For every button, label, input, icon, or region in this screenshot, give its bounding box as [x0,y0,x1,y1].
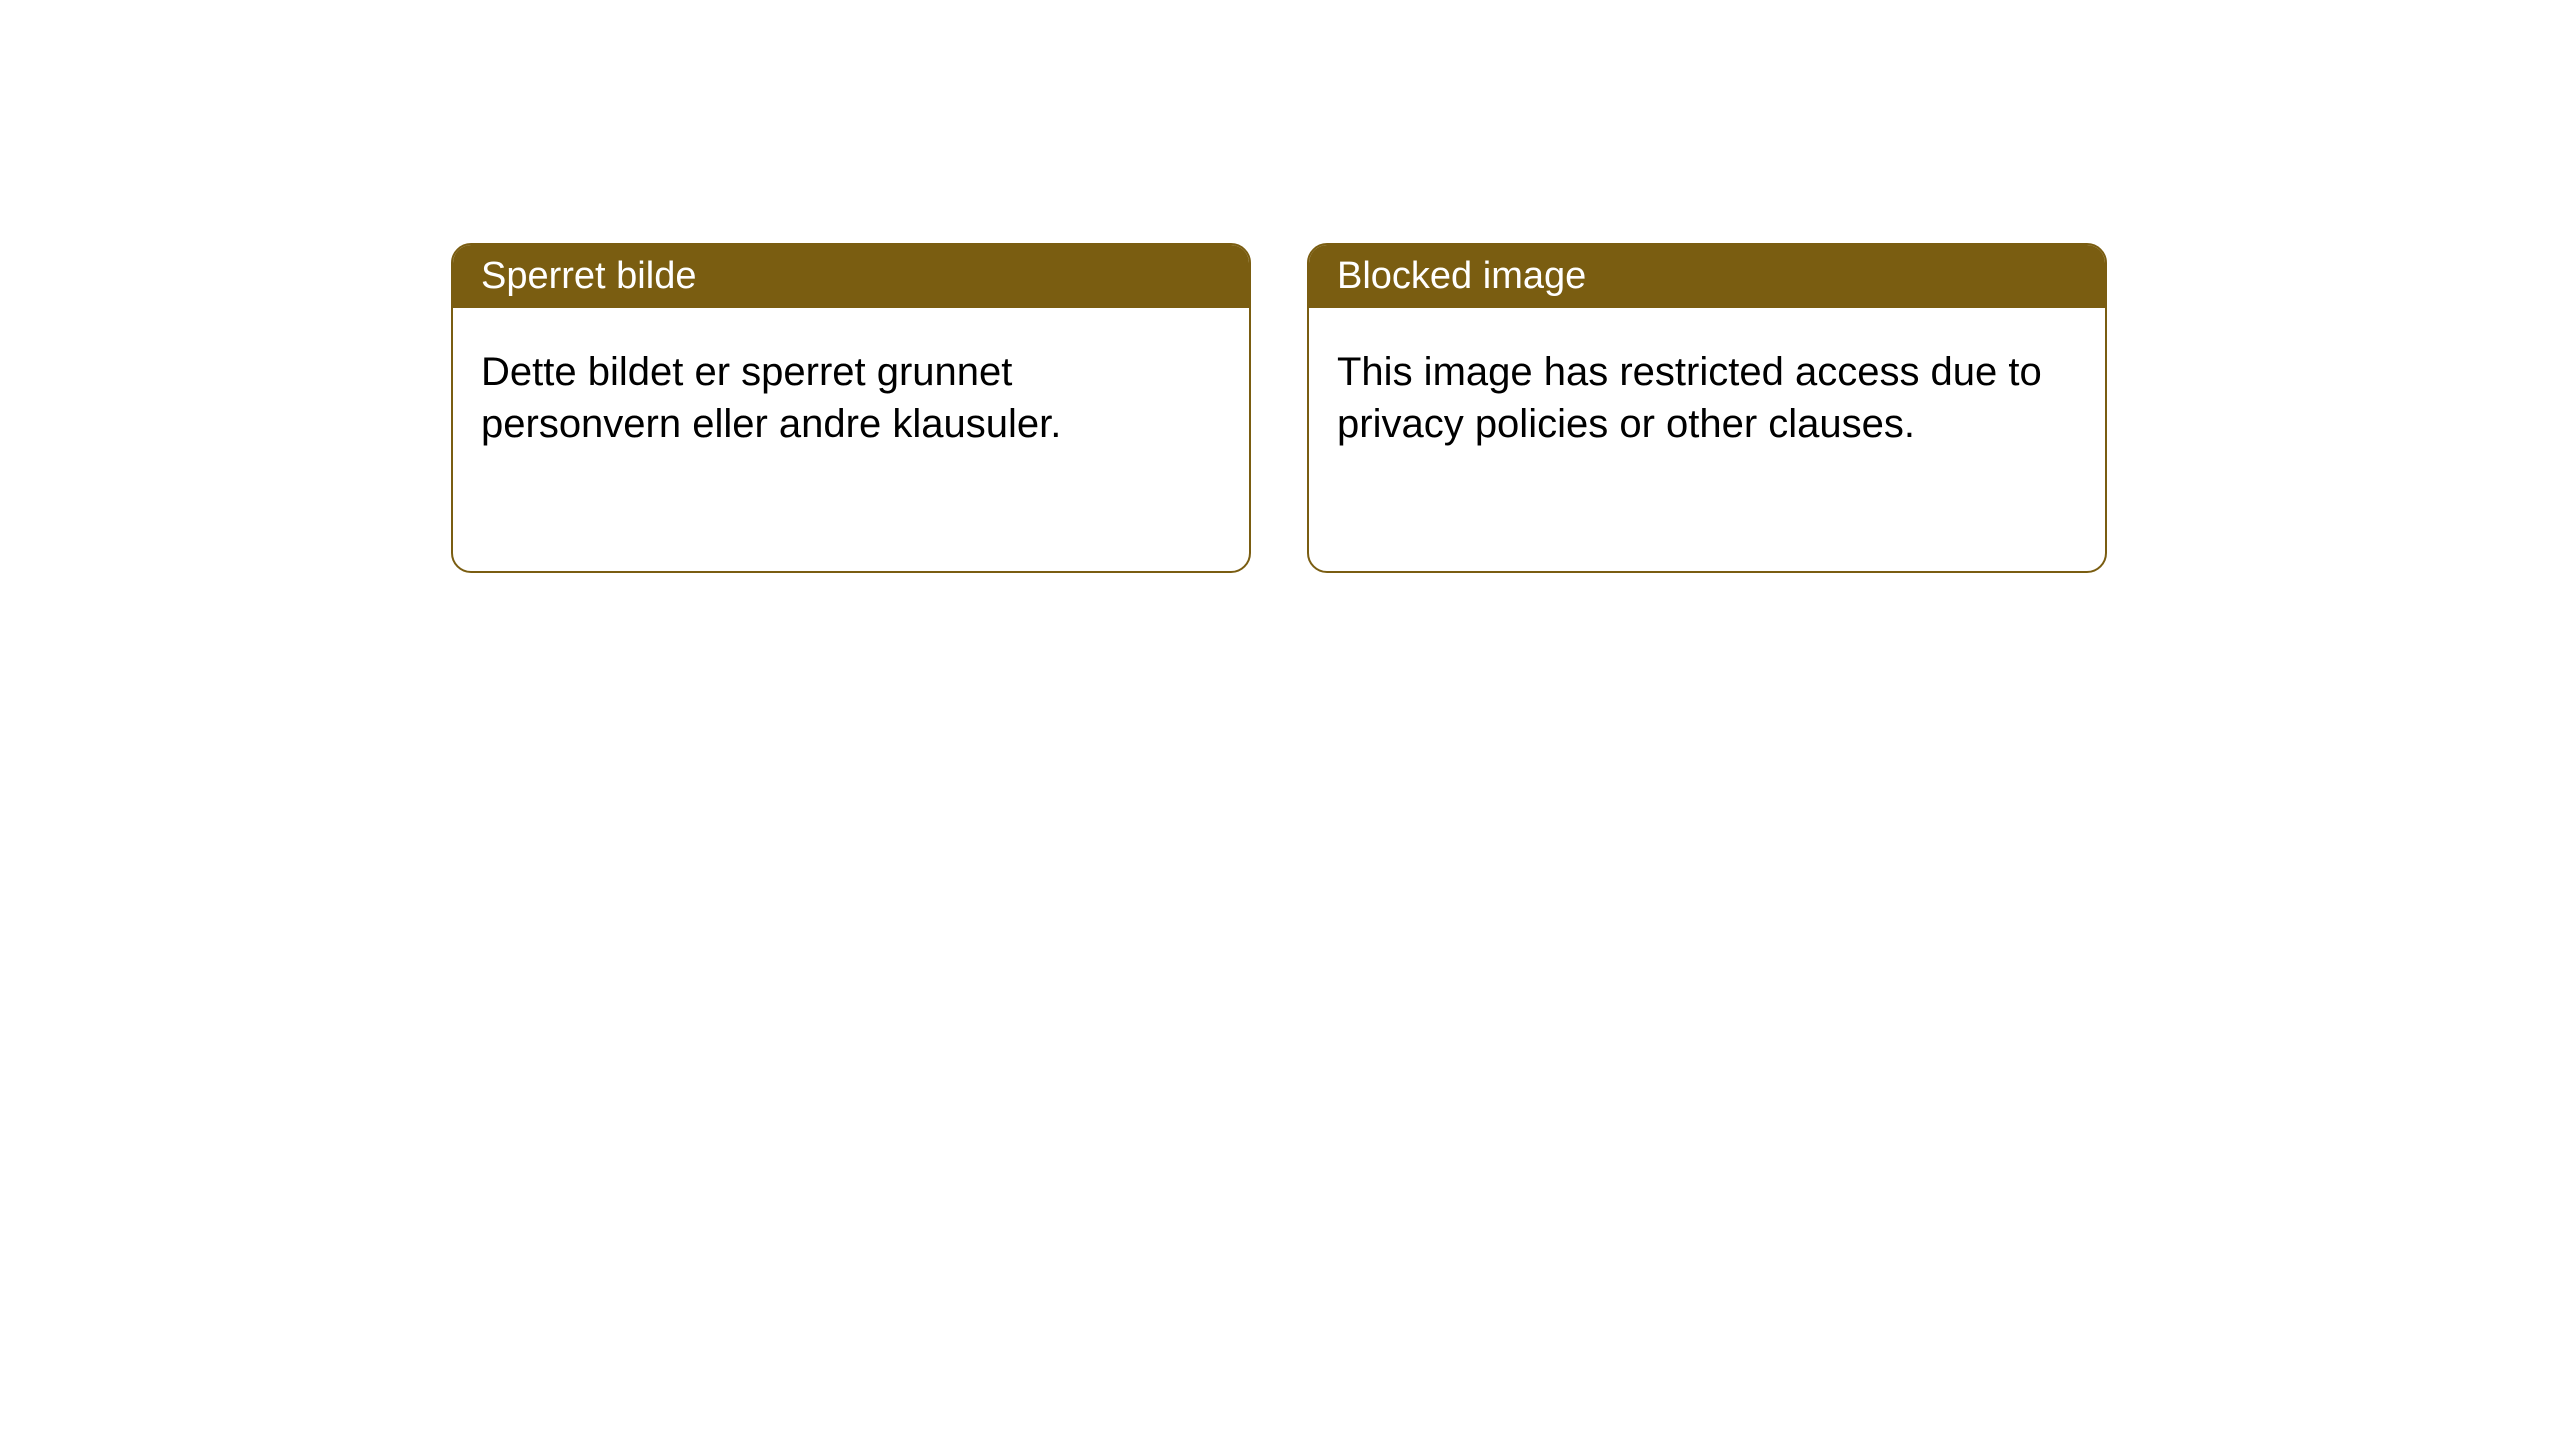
card-title: Sperret bilde [481,255,696,297]
card-header: Blocked image [1309,245,2105,308]
card-body: Dette bildet er sperret grunnet personve… [453,308,1249,488]
card-header: Sperret bilde [453,245,1249,308]
card-body-text: This image has restricted access due to … [1337,350,2042,446]
card-body: This image has restricted access due to … [1309,308,2105,488]
notice-card-norwegian: Sperret bilde Dette bildet er sperret gr… [451,243,1251,573]
card-body-text: Dette bildet er sperret grunnet personve… [481,350,1061,446]
card-title: Blocked image [1337,255,1586,297]
notice-card-english: Blocked image This image has restricted … [1307,243,2107,573]
notice-container: Sperret bilde Dette bildet er sperret gr… [0,0,2560,573]
